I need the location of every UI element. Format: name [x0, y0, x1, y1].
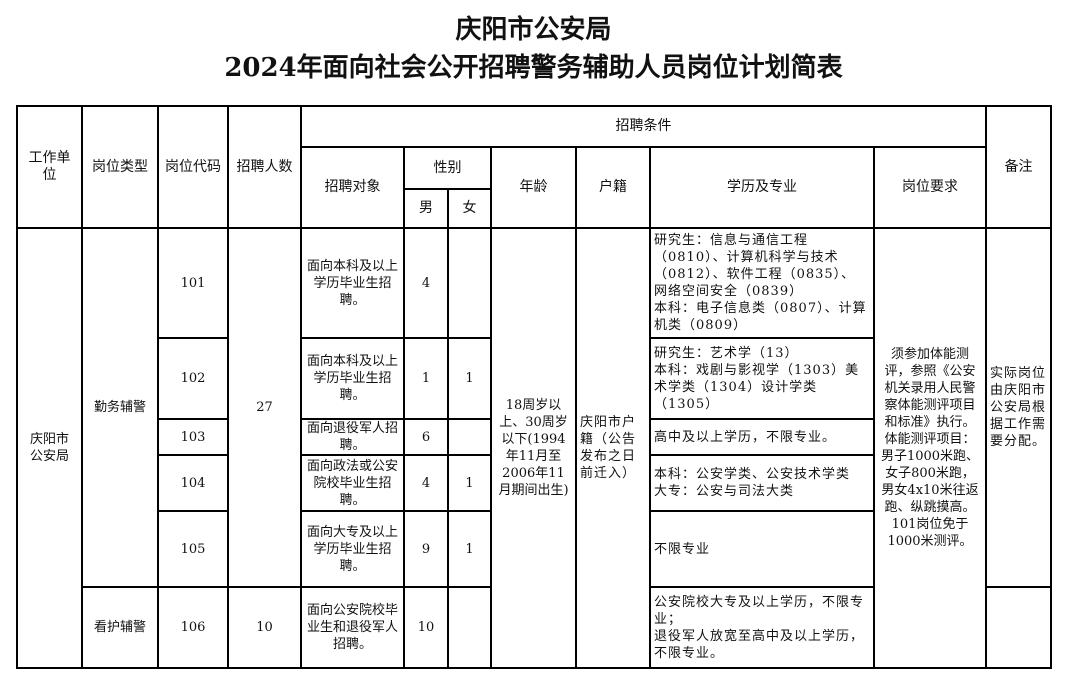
education-cell: 不限专业 [649, 510, 875, 588]
document-title: 庆阳市公安局 [455, 15, 612, 45]
header-male: 男 [403, 188, 449, 229]
header-post-code: 岗位代码 [157, 105, 229, 229]
table-row: 104 面向政法或公安院校毕业生招聘。 4 1 本科：公安学类、公安技术学类 大… [17, 454, 1051, 512]
post-code-cell: 105 [157, 510, 229, 588]
header-female: 女 [447, 188, 492, 229]
female-cell [447, 227, 492, 339]
target-cell: 面向公安院校毕业生和退役军人招聘。 [300, 586, 405, 669]
target-cell: 面向退役军人招聘。 [300, 418, 405, 456]
post-type-cell: 勤务辅警 [81, 227, 159, 588]
table-row: 102 面向本科及以上学历毕业生招聘。 1 1 研究生：艺术学（13） 本科：戏… [17, 337, 1051, 420]
header-row: 男 女 [17, 188, 1051, 229]
header-remarks: 备注 [985, 105, 1052, 229]
header-gender: 性别 [403, 146, 492, 190]
male-cell: 4 [403, 454, 449, 512]
female-cell [447, 586, 492, 669]
post-type-cell: 看护辅警 [81, 586, 159, 669]
post-code-cell: 101 [157, 227, 229, 339]
header-residence: 户籍 [575, 146, 651, 229]
post-code-cell: 106 [157, 586, 229, 669]
education-cell: 本科：公安学类、公安技术学类 大专：公安与司法大类 [649, 454, 875, 512]
unit-cell: 庆阳市 公安局 [16, 227, 83, 669]
table-row: 103 面向退役军人招聘。 6 高中及以上学历，不限专业。 [17, 418, 1051, 456]
target-cell: 面向本科及以上学历毕业生招聘。 [300, 227, 405, 339]
count-cell: 27 [227, 227, 302, 588]
education-cell: 研究生：艺术学（13） 本科：戏剧与影视学（1303）美术学类（1304）设计学… [649, 337, 875, 420]
female-cell: 1 [447, 510, 492, 588]
education-cell: 研究生：信息与通信工程（0810）、计算机科学与技术（0812）、软件工程（08… [649, 227, 875, 339]
header-post-type: 岗位类型 [81, 105, 159, 229]
header-target: 招聘对象 [300, 146, 405, 229]
post-code-cell: 104 [157, 454, 229, 512]
remarks-cell-empty [985, 586, 1052, 669]
header-row: 招聘对象 性别 年龄 户籍 学历及专业 岗位要求 [17, 146, 1051, 229]
male-cell: 4 [403, 227, 449, 339]
post-code-cell: 102 [157, 337, 229, 420]
table-row: 庆阳市 公安局 勤务辅警 101 27 面向本科及以上学历毕业生招聘。 4 18… [16, 227, 1052, 669]
age-cell: 18周岁以上、30周岁以下(1994年11月至2006年11月期间出生) [490, 227, 577, 669]
male-cell: 10 [403, 586, 449, 669]
male-cell: 6 [403, 418, 449, 456]
header-conditions: 招聘条件 [300, 105, 987, 148]
header-requirements: 岗位要求 [873, 146, 987, 229]
female-cell: 1 [447, 337, 492, 420]
target-cell: 面向大专及以上学历毕业生招聘。 [300, 510, 405, 588]
residence-cell: 庆阳市户籍（公告发布之日前迁入） [575, 227, 651, 669]
header-education: 学历及专业 [649, 146, 875, 229]
education-cell: 公安院校大专及以上学历，不限专业； 退役军人放宽至高中及以上学历，不限专业。 [649, 586, 875, 669]
count-cell: 10 [227, 586, 302, 669]
header-unit: 工作单位 [16, 105, 83, 229]
document-subtitle: 2024年面向社会公开招聘警务辅助人员岗位计划简表 [224, 53, 843, 83]
table-row: 105 面向大专及以上学历毕业生招聘。 9 1 不限专业 [17, 510, 1051, 588]
header-age: 年龄 [490, 146, 577, 229]
female-cell [447, 418, 492, 456]
header-count: 招聘人数 [227, 105, 302, 229]
male-cell: 1 [403, 337, 449, 420]
table-row: 看护辅警 106 10 面向公安院校毕业生和退役军人招聘。 10 公安院校大专及… [17, 586, 1052, 669]
target-cell: 面向政法或公安院校毕业生招聘。 [300, 454, 405, 512]
target-cell: 面向本科及以上学历毕业生招聘。 [300, 337, 405, 420]
education-cell: 高中及以上学历，不限专业。 [649, 418, 875, 456]
male-cell: 9 [403, 510, 449, 588]
requirements-cell: 须参加体能测评，参照《公安机关录用人民警察体能测评项目和标准》执行。体能测评项目… [873, 227, 987, 669]
female-cell: 1 [447, 454, 492, 512]
post-code-cell: 103 [157, 418, 229, 456]
remarks-cell: 实际岗位由庆阳市公安局根据工作需要分配。 [985, 227, 1052, 588]
header-row: 工作单位 岗位类型 岗位代码 招聘人数 招聘条件 备注 [16, 105, 1052, 229]
recruitment-table: 工作单位 岗位类型 岗位代码 招聘人数 招聘条件 备注 招聘对象 性别 年龄 户… [16, 105, 1052, 669]
